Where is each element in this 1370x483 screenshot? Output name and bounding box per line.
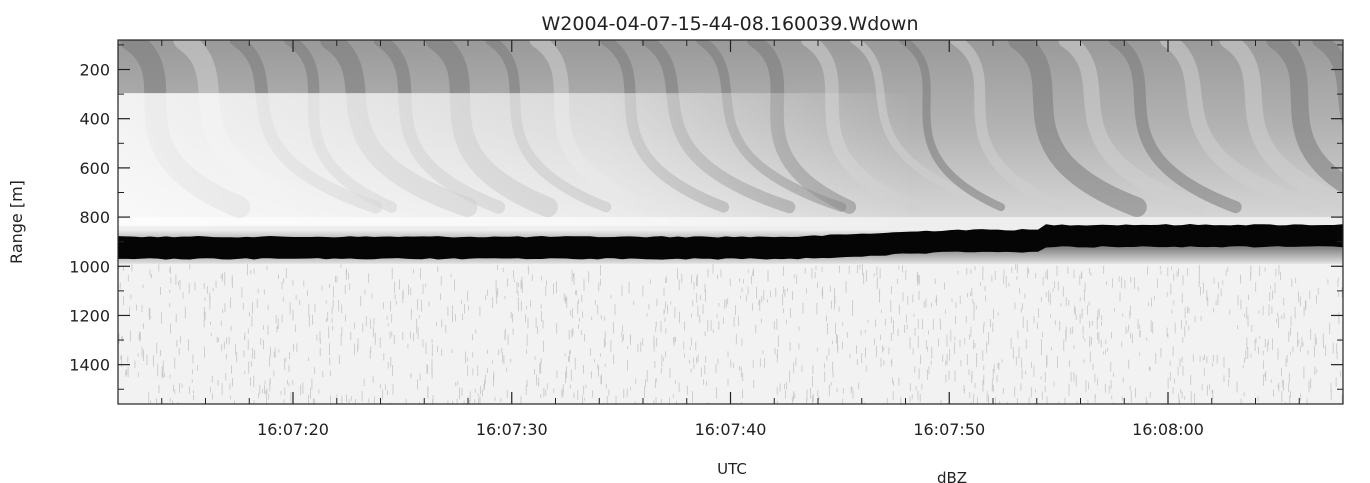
y-tick-label: 1200	[69, 306, 110, 325]
y-tick-label: 800	[79, 208, 110, 227]
fade-overlay	[118, 93, 1343, 226]
chart-title: W2004-04-07-15-44-08.160039.Wdown	[542, 13, 919, 35]
y-tick-label: 600	[79, 159, 110, 178]
noise-texture	[118, 264, 1343, 404]
y-tick-label: 1000	[69, 257, 110, 276]
colorbar-label: dBZ	[937, 469, 967, 483]
x-axis-label: UTC	[717, 460, 747, 478]
layer-low-return-region	[118, 263, 1343, 404]
y-tick-label: 400	[79, 110, 110, 129]
streak	[1312, 40, 1343, 128]
x-tick-label: 16:08:00	[1132, 420, 1204, 439]
x-tick-label: 16:07:40	[695, 420, 767, 439]
y-tick-label: 200	[79, 61, 110, 80]
x-tick-label: 16:07:50	[913, 420, 985, 439]
x-tick-label: 16:07:30	[476, 420, 548, 439]
x-tick-label: 16:07:20	[257, 420, 329, 439]
y-axis-label: Range [m]	[7, 180, 26, 264]
layer-textured-layer	[118, 40, 1343, 226]
y-tick-label: 1400	[69, 356, 110, 375]
layer-strong-return-band	[118, 224, 1343, 266]
plot-area	[118, 40, 1343, 404]
strong-return-band	[118, 224, 1343, 260]
